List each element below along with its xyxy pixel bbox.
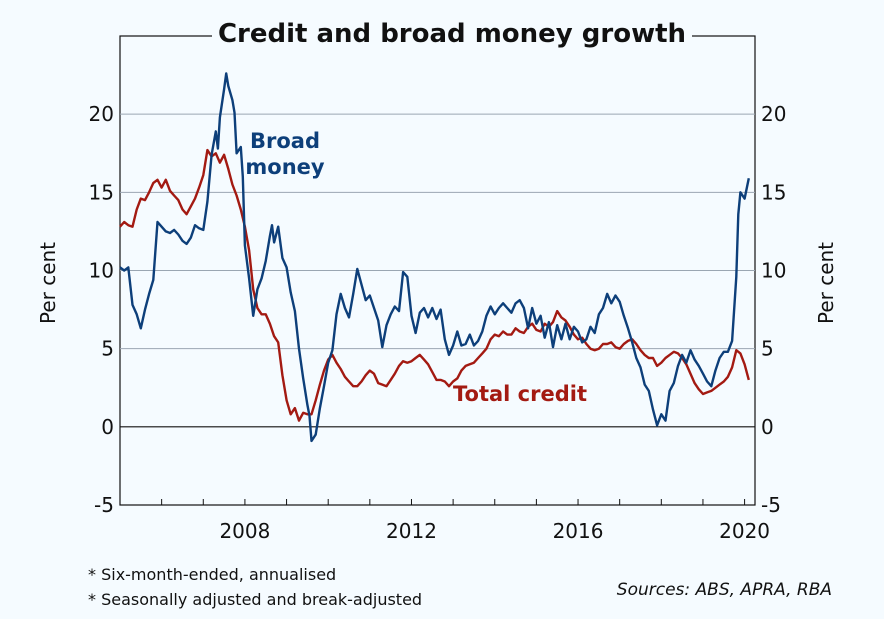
broad-money-label-line2: money [245,155,325,179]
footnotes: * Six-month-ended, annualised * Seasonal… [88,562,422,612]
left-tick-label: 15 [89,180,114,204]
right-axis-label: Per cent [814,242,838,324]
right-axis-ticks: -5 0 5 10 15 20 [761,102,786,517]
total-credit-label: Total credit [453,382,587,406]
left-axis-label: Per cent [36,242,60,324]
right-tick-label: 0 [761,415,774,439]
title-background [212,22,692,50]
right-tick-label: 10 [761,259,786,283]
right-tick-label: 15 [761,180,786,204]
footnote-2: * Seasonally adjusted and break-adjusted [88,590,423,609]
left-tick-label: 5 [101,337,114,361]
gridlines [120,113,755,428]
footnote-1: * Six-month-ended, annualised [88,565,337,584]
x-tick-label: 2008 [219,519,270,543]
right-tick-label: -5 [761,493,781,517]
left-tick-label: 10 [89,259,114,283]
x-tick-label: 2016 [553,519,604,543]
x-axis: 2008 2012 2016 2020 [119,499,770,543]
total-credit-line [119,148,750,422]
x-tick-label: 2020 [719,519,770,543]
series-lines [119,72,750,443]
left-tick-label: 20 [89,102,114,126]
right-tick-label: 20 [761,102,786,126]
left-tick-label: -5 [94,493,114,517]
broad-money-line [119,72,750,443]
left-axis-ticks: -5 0 5 10 15 20 [89,102,114,517]
x-tick-label: 2012 [386,519,437,543]
chart-title: Credit and broad money growth [218,19,686,49]
sources-note: Sources: ABS, APRA, RBA [616,580,832,600]
broad-money-label-line1: Broad [250,129,320,153]
left-tick-label: 0 [101,415,114,439]
right-tick-label: 5 [761,337,774,361]
